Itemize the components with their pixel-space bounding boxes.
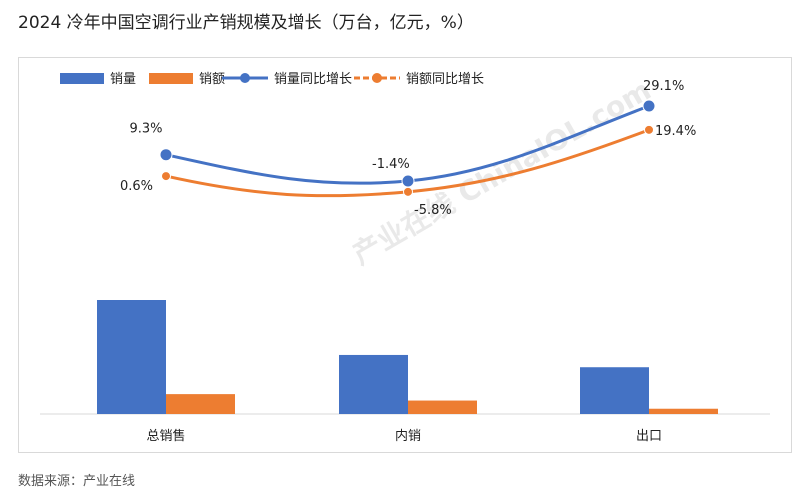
bar-volume-0 bbox=[97, 300, 166, 414]
data-label-0-1: -1.4% bbox=[372, 157, 410, 172]
data-label-1-2: 19.4% bbox=[655, 124, 696, 139]
data-label-0-0: 9.3% bbox=[129, 122, 162, 137]
bar-volume-1 bbox=[339, 354, 408, 414]
line-group: 9.3% -1.4% 29.1% 0.6% -5.8% 19.4% bbox=[120, 79, 696, 218]
legend-label-1: 销额 bbox=[199, 72, 225, 87]
line-point-1-1 bbox=[403, 186, 413, 197]
line-point-0-2 bbox=[642, 99, 656, 113]
legend-swatch-0 bbox=[60, 73, 104, 84]
data-label-0-2: 29.1% bbox=[643, 79, 684, 94]
legend-label-3: 销额同比增长 bbox=[406, 72, 484, 87]
source-note: 数据来源：产业在线 bbox=[18, 474, 136, 489]
x-tick-label-2: 出口 bbox=[636, 429, 662, 444]
legend-swatch-1 bbox=[149, 73, 193, 84]
legend-label-2: 销量同比增长 bbox=[274, 72, 352, 87]
legend-marker-2 bbox=[240, 73, 250, 83]
data-label-1-1: -5.8% bbox=[414, 203, 452, 218]
bar-value-0 bbox=[166, 394, 235, 414]
line-point-1-2 bbox=[644, 124, 654, 135]
chart-title: 2024 冷年中国空调行业产销规模及增长（万台，亿元，%） bbox=[18, 13, 474, 33]
watermark-text: 产业在线 ChinaIOL.com bbox=[347, 73, 657, 271]
bar-group bbox=[97, 300, 718, 414]
legend-label-0: 销量 bbox=[110, 72, 136, 87]
chart-legend: 销量 销额 销量同比增长 销额同比增长 bbox=[60, 72, 484, 87]
x-tick-labels: 总销售 内销 出口 bbox=[146, 428, 662, 444]
line-point-0-1 bbox=[401, 174, 415, 188]
line-point-0-0 bbox=[159, 148, 173, 162]
legend-marker-3 bbox=[372, 73, 382, 83]
x-tick-label-1: 内销 bbox=[395, 428, 421, 444]
data-label-1-0: 0.6% bbox=[120, 179, 153, 194]
line-point-1-0 bbox=[161, 171, 171, 182]
x-tick-label-0: 总销售 bbox=[146, 428, 185, 444]
bar-value-1 bbox=[408, 400, 477, 414]
bar-value-2 bbox=[649, 408, 718, 414]
bar-volume-2 bbox=[580, 367, 649, 414]
